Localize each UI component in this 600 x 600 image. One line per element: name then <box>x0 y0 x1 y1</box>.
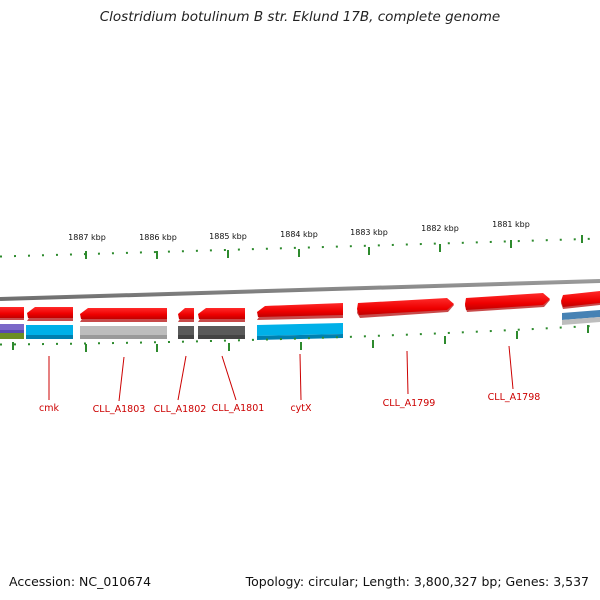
gene-label-cll-a1802: CLL_A1802 <box>154 404 207 415</box>
gene-label-cytx: cytX <box>290 403 312 414</box>
gene-label-cll-a1798: CLL_A1798 <box>488 392 541 403</box>
gene-arrow-cll-a1803 <box>80 308 167 319</box>
outer-minor-ticks <box>0 237 600 258</box>
cog-track <box>0 310 600 340</box>
gene-label-cll-a1803: CLL_A1803 <box>93 404 146 415</box>
scale-label: 1884 kbp <box>280 230 318 239</box>
inner-tick-ring <box>0 324 600 352</box>
gene-labels: cmk CLL_A1803 CLL_A1802 CLL_A1801 cytX C… <box>39 392 540 415</box>
scale-label: 1883 kbp <box>350 228 388 237</box>
cog-block-cll-a1802 <box>178 326 194 335</box>
leader-cll-a1802 <box>177 355 187 401</box>
cog-block <box>562 317 600 325</box>
cog-block-cmk <box>26 325 73 335</box>
gene-arrow-cll-a1802 <box>178 308 194 319</box>
gene-label-cmk: cmk <box>39 403 59 414</box>
leader-cytx <box>299 353 302 401</box>
scale-label: 1882 kbp <box>421 224 459 233</box>
cog-block-cll-a1801-shadow <box>198 335 245 339</box>
cog-block-cll-a1802-shadow <box>178 335 194 339</box>
gene-arrow-cll-a1798 <box>465 293 550 310</box>
scale-label: 1886 kbp <box>139 233 177 242</box>
genome-backbone <box>0 279 600 301</box>
cog-block-cll-a1801 <box>198 326 245 335</box>
scale-label: 1881 kbp <box>492 220 530 229</box>
cog-block-cll-a1803-shadow <box>80 335 167 339</box>
cog-block-cytx-shadow <box>257 334 343 340</box>
gene-arrow <box>561 291 600 307</box>
leader-cll-a1799 <box>406 350 409 395</box>
cog-block <box>0 324 24 330</box>
map-title: Clostridium botulinum B str. Eklund 17B,… <box>99 9 501 25</box>
gene-arrow-cytx <box>257 303 343 317</box>
leader-cll-a1801 <box>221 355 237 401</box>
gene-arrow-cll-a1801 <box>198 308 245 319</box>
gene-label-cll-a1801: CLL_A1801 <box>212 403 265 414</box>
gene-track <box>0 291 600 322</box>
cog-block <box>562 310 600 320</box>
inner-minor-ticks <box>0 324 600 346</box>
cog-block <box>0 330 24 333</box>
scale-labels: 1887 kbp 1886 kbp 1885 kbp 1884 kbp 1883… <box>68 220 530 242</box>
gene-arrow <box>0 307 24 318</box>
leader-cll-a1803 <box>118 356 125 402</box>
gene-label-cll-a1799: CLL_A1799 <box>383 398 436 409</box>
leader-cll-a1798 <box>508 345 514 390</box>
scale-label: 1885 kbp <box>209 232 247 241</box>
cog-block <box>0 333 24 339</box>
genome-summary-text: Topology: circular; Length: 3,800,327 bp… <box>245 574 589 589</box>
accession-text: Accession: NC_010674 <box>9 574 152 589</box>
gene-arrow-cll-a1799 <box>357 298 454 315</box>
label-leaders <box>48 345 514 402</box>
gene-arrow-cmk <box>27 307 73 318</box>
cog-block-cmk-shadow <box>26 335 73 339</box>
scale-label: 1887 kbp <box>68 233 106 242</box>
cog-block-cytx <box>257 323 343 336</box>
cog-block-cll-a1803 <box>80 326 167 335</box>
outer-tick-ring <box>0 235 600 259</box>
